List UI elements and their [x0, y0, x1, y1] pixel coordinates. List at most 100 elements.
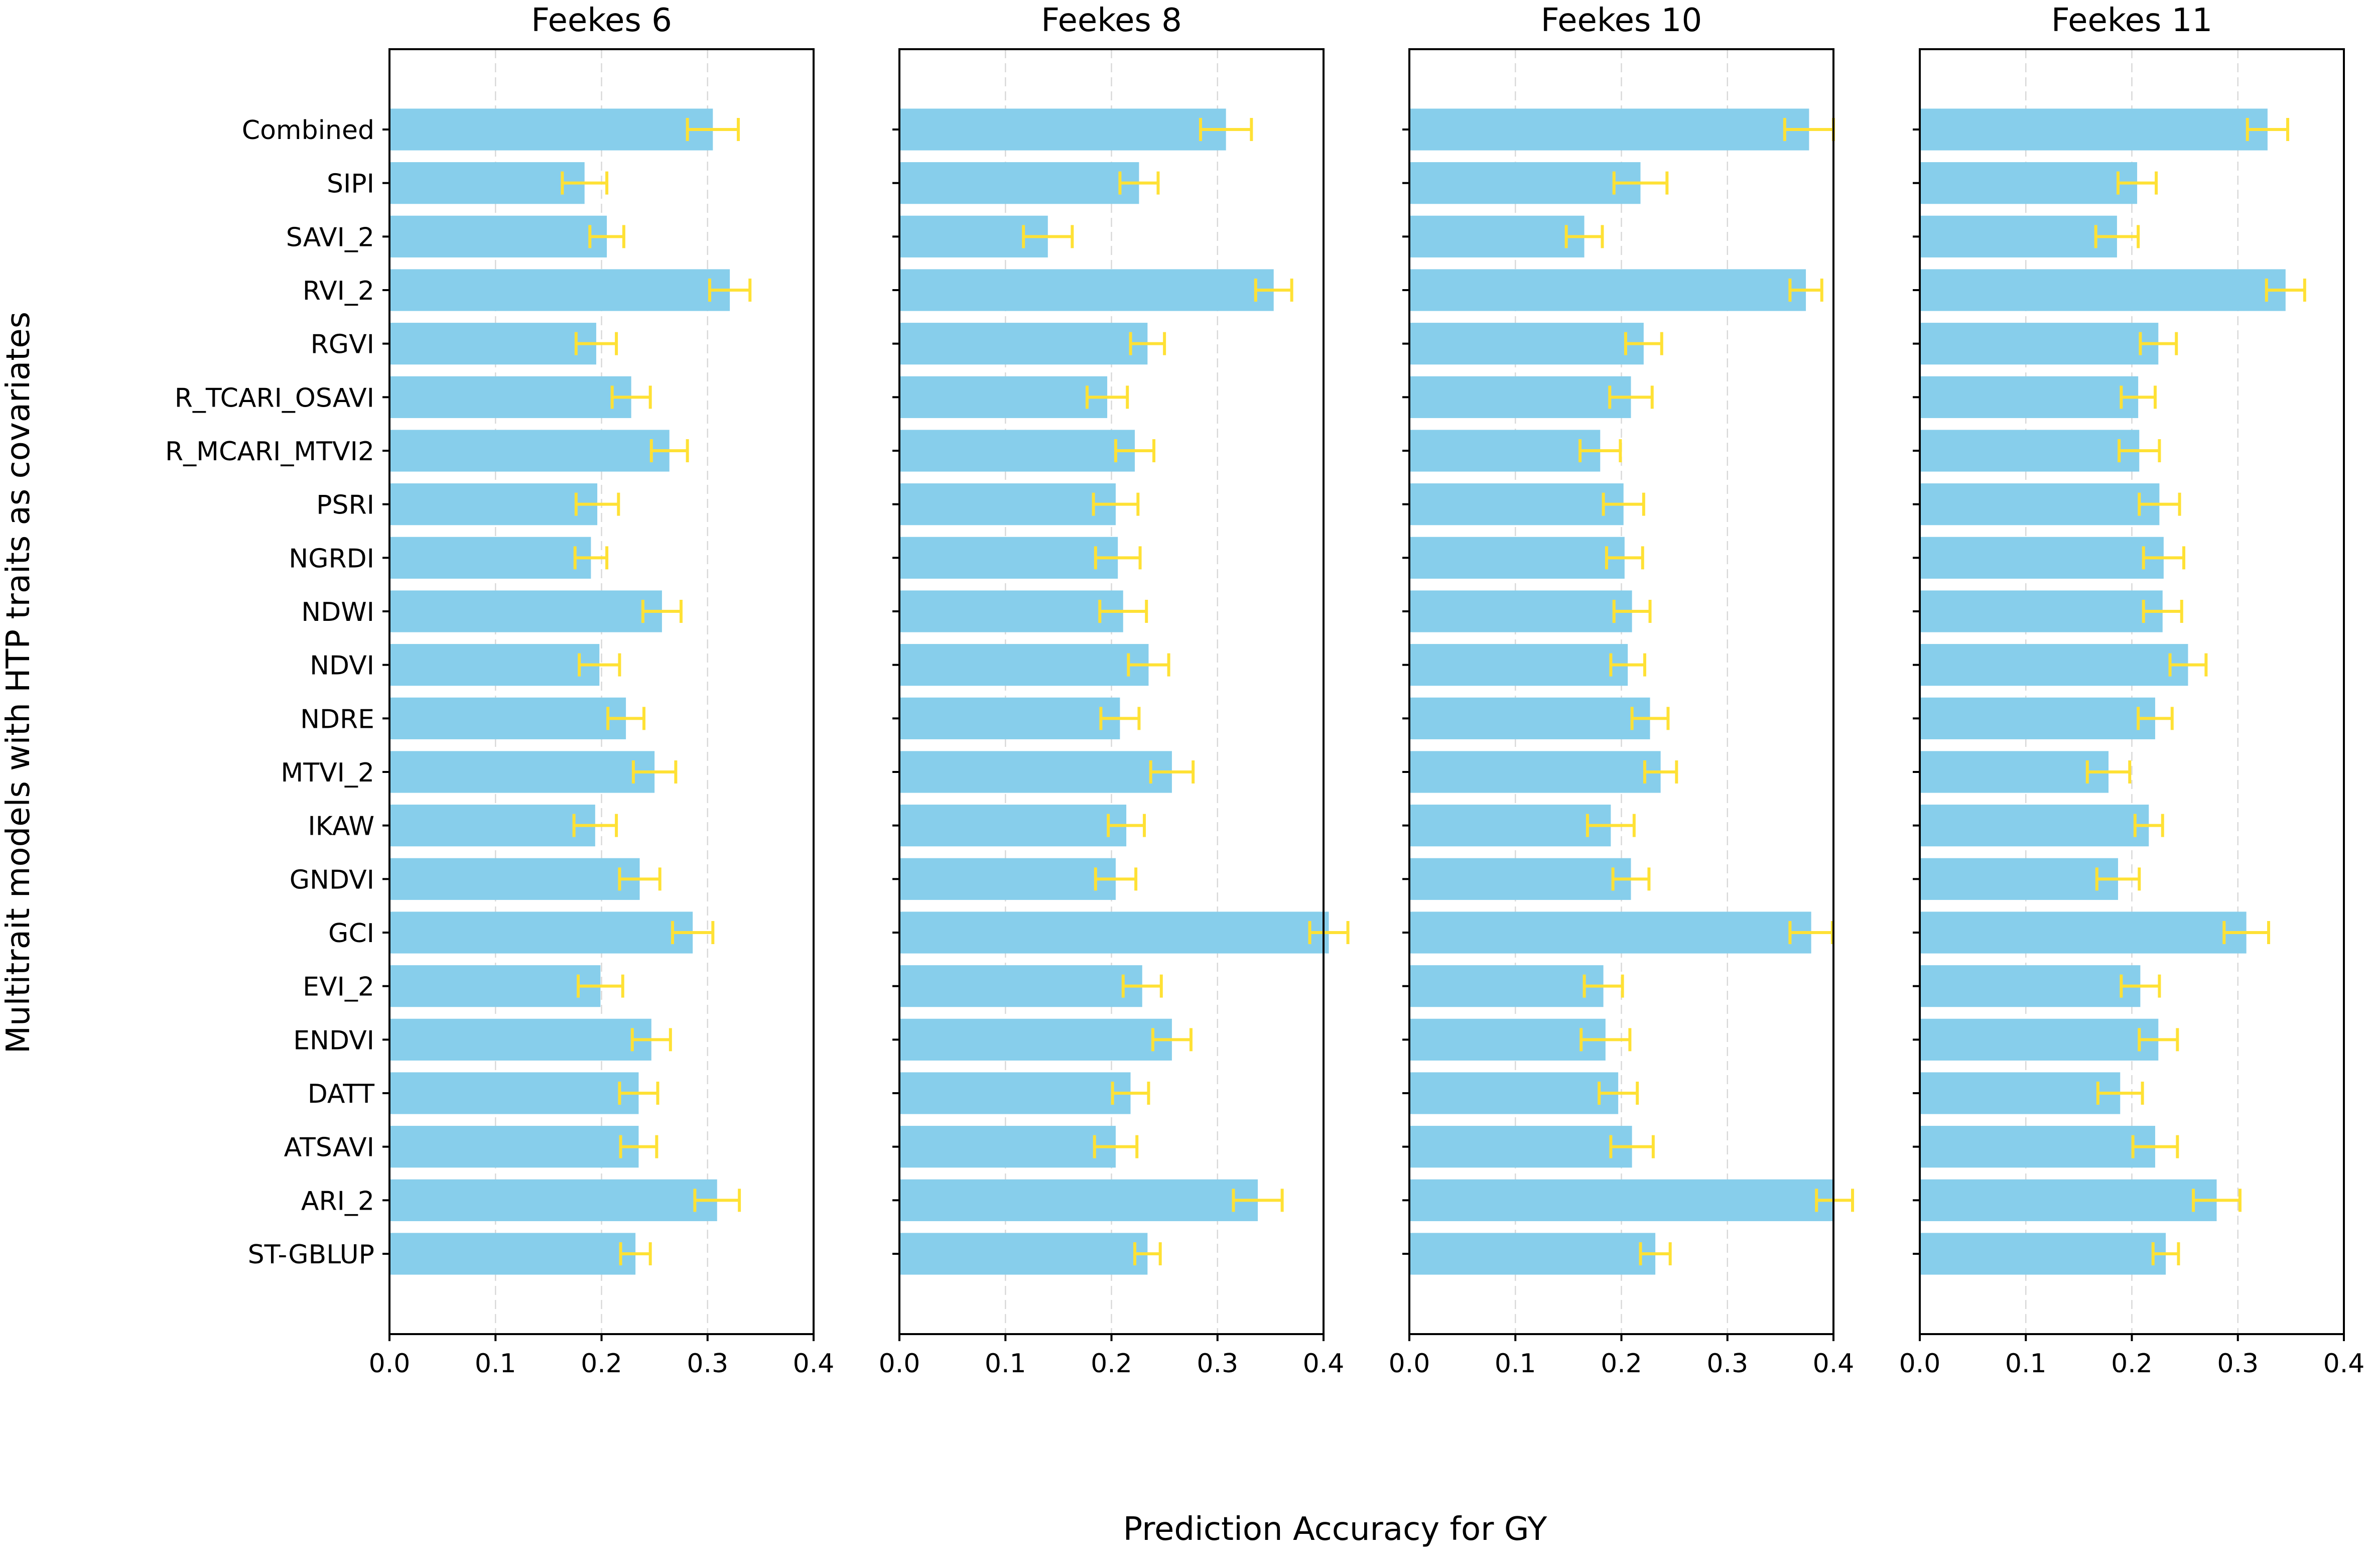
bar: [1409, 1126, 1632, 1168]
bar: [389, 483, 598, 526]
bar: [1409, 108, 1809, 151]
x-tick-label: 0.4: [793, 1349, 835, 1379]
x-tick-label: 0.3: [1197, 1349, 1238, 1379]
y-tick-label: NGRDI: [289, 544, 374, 574]
panel-4: 0.0 0.1 0.2 0.3 0.4 Feekes 11: [1899, 2, 2365, 1379]
bar: [1409, 376, 1631, 418]
bar: [1409, 1233, 1656, 1275]
bar: [1920, 430, 2140, 472]
bar: [389, 323, 596, 365]
bar: [1920, 1018, 2159, 1061]
x-tick-label: 0.2: [1601, 1349, 1642, 1379]
bar: [1920, 644, 2188, 686]
bar: [1409, 644, 1628, 686]
bar: [389, 108, 713, 151]
bar: [899, 697, 1120, 739]
bar: [1920, 376, 2139, 418]
panel-title: Feekes 6: [531, 2, 672, 39]
bar: [1920, 537, 2164, 579]
bar: [1920, 751, 2109, 793]
bar: [899, 108, 1226, 151]
bar: [1409, 323, 1644, 365]
bar: [1920, 483, 2160, 526]
bar: [1409, 1018, 1606, 1061]
x-tick-label: 0.0: [369, 1349, 411, 1379]
bar: [389, 1179, 717, 1221]
chart-panels: Combined SIPI SAVI_2 RVI_2 RGVI R_TCARI_OSAVI…: [165, 2, 2364, 1379]
bar: [389, 697, 626, 739]
panel-frame: [388, 48, 815, 1335]
x-tick-label: 0.2: [581, 1349, 622, 1379]
bar: [1920, 805, 2149, 847]
bar: [1409, 911, 1811, 954]
bar: [899, 1126, 1116, 1168]
bar: [899, 590, 1123, 632]
y-tick-label: NDRE: [300, 704, 374, 734]
bar: [1920, 269, 2286, 311]
bar: [389, 430, 670, 472]
bar: [899, 911, 1329, 954]
bar: [1920, 1179, 2217, 1221]
bar: [1920, 108, 2268, 151]
bar: [1920, 590, 2163, 632]
bar: [389, 215, 607, 257]
x-tick-label: 0.1: [2005, 1349, 2047, 1379]
bar: [899, 269, 1274, 311]
bar: [1409, 537, 1625, 579]
y-tick-label: NDVI: [310, 651, 374, 681]
bar: [389, 644, 600, 686]
bar: [389, 269, 730, 311]
y-tick-label: GCI: [328, 919, 374, 949]
bar: [389, 911, 693, 954]
y-tick-label: ENDVI: [293, 1025, 374, 1056]
bar: [1409, 858, 1631, 900]
y-tick-label: ATSAVI: [284, 1133, 374, 1163]
bar: [1920, 911, 2247, 954]
y-tick-label: SIPI: [327, 169, 374, 199]
x-tick-label: 0.0: [879, 1349, 920, 1379]
bar: [389, 1126, 639, 1168]
bar: [1920, 1233, 2166, 1275]
bar: [389, 1072, 639, 1114]
y-tick-label: ARI_2: [301, 1186, 374, 1216]
bar: [899, 162, 1139, 204]
bar: [389, 162, 585, 204]
y-tick-label: DATT: [308, 1079, 375, 1109]
bar: [899, 751, 1172, 793]
x-tick-label: 0.0: [1899, 1349, 1941, 1379]
bar: [899, 644, 1149, 686]
bar: [899, 483, 1116, 526]
bar: [389, 537, 591, 579]
x-tick-label: 0.3: [1706, 1349, 1748, 1379]
y-tick-label: PSRI: [316, 490, 374, 520]
bar: [389, 1018, 651, 1061]
bar: [389, 858, 640, 900]
bar: [1409, 590, 1632, 632]
x-tick-label: 0.2: [2111, 1349, 2153, 1379]
x-tick-label: 0.3: [2217, 1349, 2259, 1379]
bar: [1920, 323, 2159, 365]
y-axis-label: Multitrait models with HTP traits as cov…: [0, 312, 37, 1054]
bar: [389, 376, 631, 418]
x-tick-label: 0.4: [1303, 1349, 1345, 1379]
bar: [1920, 1072, 2121, 1114]
bar: [899, 1072, 1131, 1114]
y-tick-label: GNDVI: [290, 865, 374, 895]
y-tick-label: Combined: [242, 115, 374, 146]
bar: [389, 751, 655, 793]
bar: [899, 858, 1116, 900]
panel-frame: [1919, 48, 2345, 1335]
bar: [1920, 215, 2117, 257]
bar: [1409, 215, 1585, 257]
y-tick-label: IKAW: [308, 812, 374, 842]
x-tick-label: 0.1: [985, 1349, 1026, 1379]
bar: [899, 1233, 1148, 1275]
x-tick-label: 0.0: [1389, 1349, 1430, 1379]
bar: [899, 805, 1127, 847]
panel-3: 0.0 0.1 0.2 0.3 0.4 Feekes 10: [1389, 2, 1855, 1379]
panel-title: Feekes 8: [1041, 2, 1182, 39]
panel-frame: [898, 48, 1325, 1335]
bar: [1409, 805, 1611, 847]
